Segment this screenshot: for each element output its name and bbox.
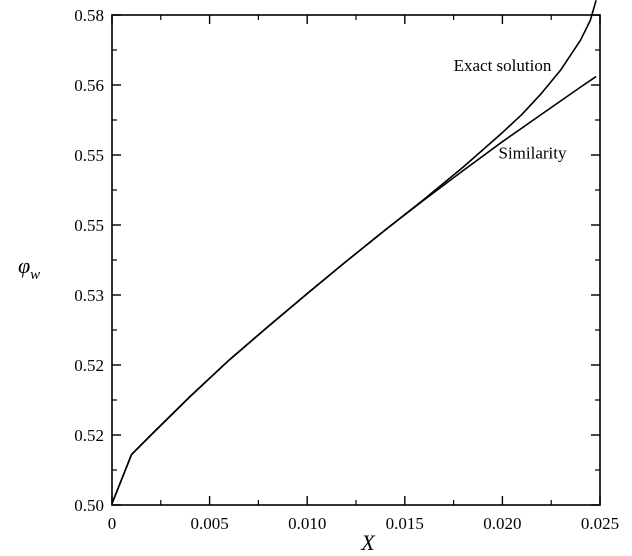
annotation-similarity: Similarity [498,144,566,163]
x-tick-label: 0.025 [581,514,619,533]
y-axis-label: φw [18,253,40,283]
annotations: Exact solution Similarity [454,56,567,163]
y-tick-label: 0.52 [74,356,104,375]
plot-frame [111,14,601,506]
x-tick-label: 0.015 [386,514,424,533]
axis-ticks [111,14,601,506]
y-axis-label-subscript: w [30,267,40,283]
x-tick-labels: 0 0.005 0.010 0.015 0.020 0.025 [108,514,619,533]
similarity-line [111,75,597,504]
x-tick-label: 0.010 [288,514,326,533]
annotation-exact-solution: Exact solution [454,56,552,75]
x-tick-label: 0.005 [190,514,228,533]
y-tick-label: 0.53 [74,286,104,305]
y-tick-label: 0.55 [74,216,104,235]
y-tick-labels: 0.50 0.52 0.52 0.53 0.55 0.55 0.56 0.58 [74,6,104,515]
y-tick-label: 0.55 [74,146,104,165]
exact-solution-line [111,0,597,504]
y-tick-label: 0.58 [74,6,104,25]
y-axis-label-main: φ [18,253,30,278]
y-tick-label: 0.52 [74,426,104,445]
y-tick-label: 0.50 [74,496,104,515]
x-tick-label: 0.020 [483,514,521,533]
x-tick-label: 0 [108,514,117,533]
series-lines [111,0,597,504]
y-tick-label: 0.56 [74,76,104,95]
x-axis-label: X [360,530,376,555]
